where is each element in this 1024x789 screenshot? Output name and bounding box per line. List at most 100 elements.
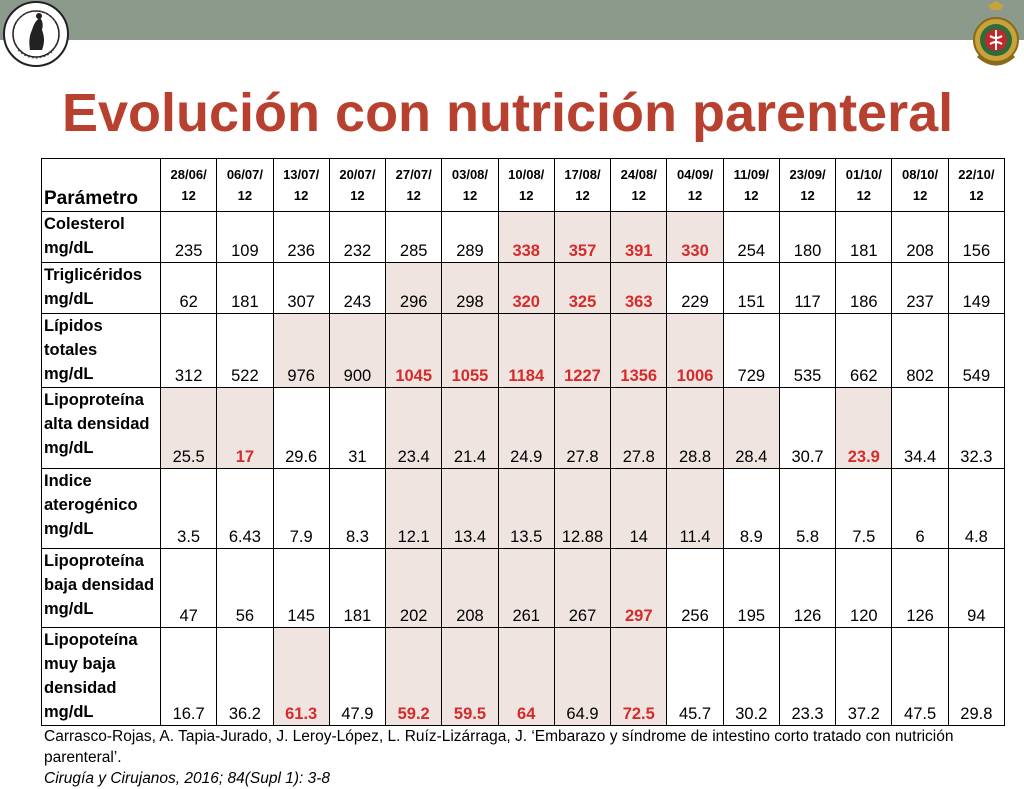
table-cell: 23.4 bbox=[385, 387, 443, 469]
table-row: Lipoproteína baja densidad mg/dL 47 56 145 181… bbox=[41, 548, 1006, 628]
table-cell: 802 bbox=[891, 313, 949, 388]
date-header: 20/07/12 bbox=[328, 158, 387, 212]
table-cell: 32.3 bbox=[947, 387, 1006, 469]
date-header-part: 17/08/ bbox=[564, 166, 601, 182]
table-cell: 297 bbox=[610, 548, 668, 628]
date-header-part: 12 bbox=[912, 187, 928, 203]
table-cell: 296 bbox=[385, 262, 443, 314]
table-cell: 120 bbox=[835, 548, 893, 628]
table-row: Lipopoteína muy baja densidad mg/dL 16.7 36.2… bbox=[41, 627, 1006, 726]
table-cell: 549 bbox=[947, 313, 1006, 388]
table-cell: 109 bbox=[216, 211, 274, 263]
table-cell: 237 bbox=[891, 262, 949, 314]
table-cell: 229 bbox=[666, 262, 724, 314]
date-header-part: 12 bbox=[237, 187, 253, 203]
parameter-label-line: mg/dL bbox=[44, 520, 94, 538]
date-header-part: 24/08/ bbox=[620, 166, 657, 182]
table-row: Lípidos totales mg/dL 312 522 976 900 1045 1055 1… bbox=[41, 313, 1006, 388]
table-cell: 7.9 bbox=[272, 468, 330, 549]
table-cell: 28.8 bbox=[666, 387, 724, 469]
date-header-part: 12 bbox=[518, 187, 534, 203]
table-cell: 1045 bbox=[385, 313, 443, 388]
date-header-part: 11/09/ bbox=[733, 166, 769, 182]
slide-title: Evolución con nutrición parenteral bbox=[62, 83, 954, 143]
parameter-label-line: mg/dL bbox=[44, 365, 94, 383]
parameter-label: Indice aterogénico mg/dL bbox=[41, 468, 161, 549]
table-row: Lipoproteína alta densidad mg/dL 25.5 17 29.6… bbox=[41, 387, 1006, 469]
table-cell: 151 bbox=[722, 262, 780, 314]
table-cell: 21.4 bbox=[441, 387, 499, 469]
table-cell: 72.5 bbox=[610, 627, 668, 726]
parameter-label-line: aterogénico bbox=[44, 496, 138, 514]
citation-authors: Carrasco-Rojas, A. Tapia-Jurado, J. Lero… bbox=[44, 728, 954, 766]
parameter-label-line: Indice bbox=[44, 472, 92, 490]
parameter-label-line: mg/dL bbox=[44, 600, 94, 618]
table-cell: 181 bbox=[216, 262, 274, 314]
parameter-label-line: mg/dL bbox=[44, 239, 94, 257]
parenteral-nutrition-table: Parámetro 28/06/12 06/07/12 13/07/12 20/07/… bbox=[41, 158, 1006, 726]
table-cell: 180 bbox=[778, 211, 837, 263]
table-cell: 357 bbox=[553, 211, 612, 263]
date-header-part: 06/07/ bbox=[226, 166, 263, 182]
date-header-part: 28/06/ bbox=[170, 166, 207, 182]
table-cell: 29.8 bbox=[947, 627, 1006, 726]
parameter-label-line: muy baja bbox=[44, 655, 116, 673]
date-header-part: 20/07/ bbox=[339, 166, 376, 182]
table-cell: 27.8 bbox=[553, 387, 612, 469]
date-header-part: 12 bbox=[350, 187, 365, 203]
date-header-part: 22/10/ bbox=[958, 166, 995, 182]
table-cell: 232 bbox=[328, 211, 387, 263]
table-cell: 6.43 bbox=[216, 468, 274, 549]
citation-journal: Cirugía y Cirujanos, 2016; 84(Supl 1): 3… bbox=[44, 770, 331, 787]
table-cell: 320 bbox=[497, 262, 555, 314]
table-cell: 186 bbox=[835, 262, 893, 314]
academia-seal-icon bbox=[3, 1, 69, 67]
parameter-header: Parámetro bbox=[41, 158, 161, 212]
date-header-part: 12 bbox=[293, 187, 309, 203]
table-cell: 45.7 bbox=[666, 627, 724, 726]
table-cell: 59.5 bbox=[441, 627, 499, 726]
table-cell: 13.4 bbox=[441, 468, 499, 549]
date-header-part: 13/07/ bbox=[283, 166, 320, 182]
table-cell: 7.5 bbox=[835, 468, 893, 549]
table-cell: 8.3 bbox=[328, 468, 387, 549]
table-cell: 37.2 bbox=[835, 627, 893, 726]
table-cell: 208 bbox=[441, 548, 499, 628]
table-cell: 23.3 bbox=[778, 627, 837, 726]
date-header: 04/09/12 bbox=[666, 158, 724, 212]
table-row: Colesterol mg/dL 235 109 236 232 285 289 338 357 3… bbox=[41, 211, 1006, 263]
table-cell: 256 bbox=[666, 548, 724, 628]
table-cell: 729 bbox=[722, 313, 780, 388]
table-cell: 285 bbox=[385, 211, 443, 263]
table-cell: 27.8 bbox=[610, 387, 668, 469]
medical-crest-icon bbox=[973, 1, 1019, 66]
parameter-label-line: Lípidos bbox=[44, 317, 103, 335]
table-cell: 12.1 bbox=[385, 468, 443, 549]
table-cell: 976 bbox=[272, 313, 330, 388]
date-header-part: 12 bbox=[631, 187, 646, 203]
table-cell: 64 bbox=[497, 627, 555, 726]
table-cell: 11.4 bbox=[666, 468, 724, 549]
table-cell: 307 bbox=[272, 262, 330, 314]
table-cell: 208 bbox=[891, 211, 949, 263]
table-cell: 6 bbox=[891, 468, 949, 549]
table-cell: 13.5 bbox=[497, 468, 555, 549]
table-cell: 522 bbox=[216, 313, 274, 388]
table-cell: 662 bbox=[835, 313, 893, 388]
table-row: Indice aterogénico mg/dL 3.5 6.43 7.9 8.3 12.1 1… bbox=[41, 468, 1006, 549]
date-header-part: 12 bbox=[744, 187, 759, 203]
date-header-part: 23/09/ bbox=[789, 166, 826, 182]
table-cell: 267 bbox=[553, 548, 612, 628]
parameter-label-line: Triglicéridos bbox=[44, 266, 143, 284]
table-cell: 1006 bbox=[666, 313, 724, 388]
date-header: 22/10/12 bbox=[947, 158, 1006, 212]
table-header-row: Parámetro 28/06/12 06/07/12 13/07/12 20/07/… bbox=[41, 158, 1006, 212]
table-cell: 36.2 bbox=[216, 627, 274, 726]
date-header: 06/07/12 bbox=[216, 158, 274, 212]
date-header-part: 12 bbox=[969, 187, 984, 203]
table-cell: 62 bbox=[159, 262, 218, 314]
parameter-label: Colesterol mg/dL bbox=[41, 211, 161, 263]
parameter-label: Lipoproteína alta densidad mg/dL bbox=[41, 387, 161, 469]
parameter-label-line: Lipopoteína bbox=[44, 631, 138, 649]
table-row: Triglicéridos mg/dL 62 181 307 243 296 298 320 32… bbox=[41, 262, 1006, 314]
